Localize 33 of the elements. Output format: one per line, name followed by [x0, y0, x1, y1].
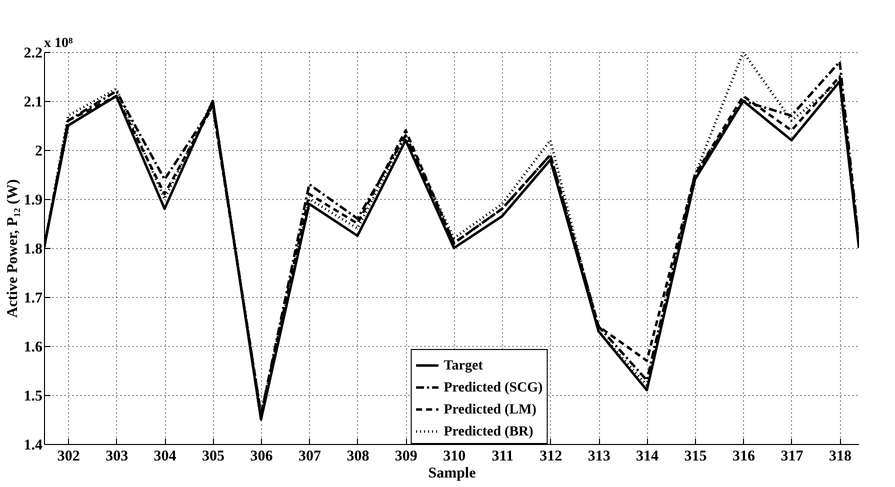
y-tick-label: 2.2 [24, 46, 42, 62]
x-tick-label: 310 [443, 448, 466, 464]
legend-label: Predicted (BR) [444, 424, 534, 440]
x-tick-label: 305 [202, 448, 225, 464]
x-tick-label: 311 [492, 448, 514, 464]
x-tick-label: 314 [636, 448, 660, 464]
x-tick-label: 308 [346, 448, 370, 464]
x-tick-label: 317 [780, 448, 804, 464]
text: x 10⁸ [44, 36, 73, 51]
y-tick-label: 1.8 [24, 242, 42, 258]
x-tick-label: 303 [106, 448, 128, 464]
y-tick-label: 1.9 [24, 192, 42, 208]
y-tick-label: 1.6 [24, 340, 43, 356]
legend-label: Predicted (LM) [444, 402, 537, 418]
x-tick-label: 302 [57, 448, 80, 464]
y-tick-label: 2.1 [24, 94, 42, 110]
x-tick-label: 316 [732, 448, 756, 464]
legend-label: Predicted (SCG) [444, 380, 543, 396]
y-tick-label: 1.5 [24, 388, 42, 404]
legend-label: Target [444, 358, 484, 374]
x-tick-label: 315 [684, 448, 707, 464]
y-tick-label: 2 [35, 144, 42, 160]
x-tick-label: 313 [588, 448, 610, 464]
x-tick-label: 309 [394, 448, 418, 464]
x-tick-label: 312 [540, 448, 562, 464]
x-tick-label: 318 [828, 448, 852, 464]
y-tick-label: 1.4 [24, 438, 43, 454]
y-tick-label: 1.7 [24, 290, 43, 306]
y-axis-title: Active Power, P₁₂ (W) [4, 179, 21, 318]
x-tick-label: 304 [154, 448, 177, 464]
x-tick-label: 307 [298, 448, 322, 464]
x-axis-title: Sample [428, 466, 476, 482]
x-tick-label: 306 [250, 448, 274, 464]
